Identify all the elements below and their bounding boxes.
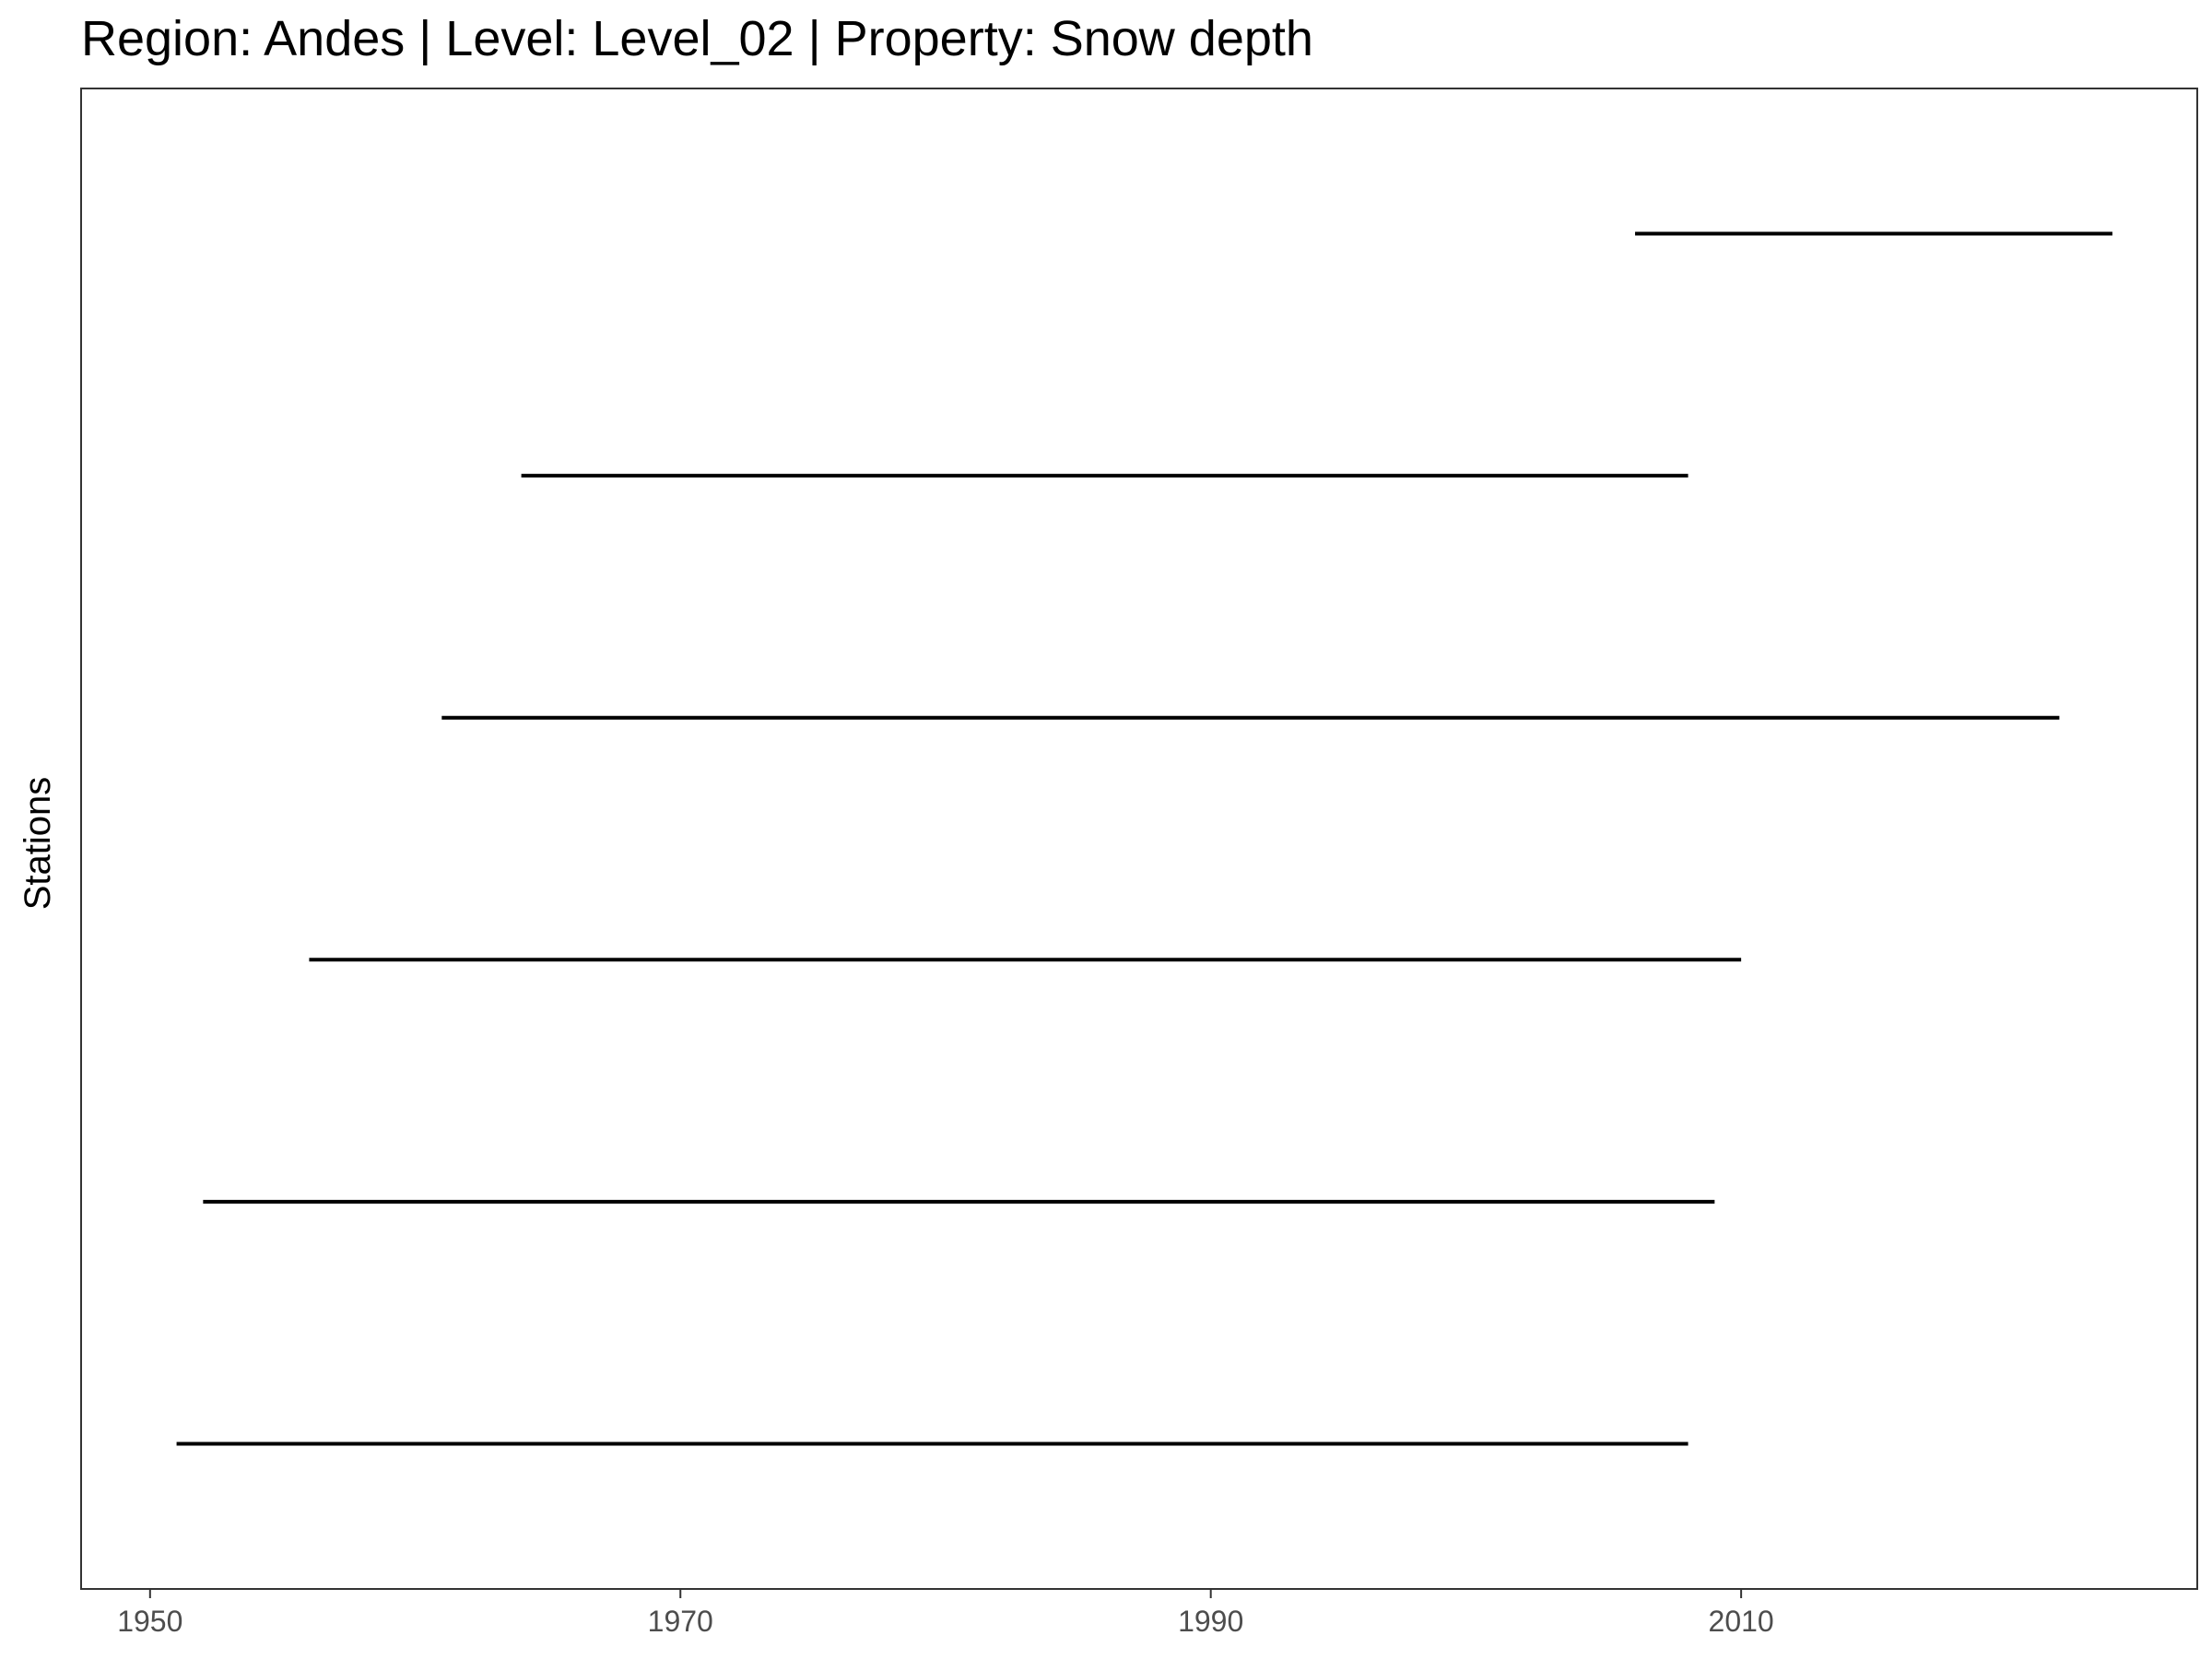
x-axis: 1950 1970 1990 2010 [117, 1589, 1774, 1638]
chart-title: Region: Andes | Level: Level_02 | Proper… [81, 11, 1313, 66]
x-tick-label: 1990 [1178, 1605, 1243, 1638]
x-tick-label: 2010 [1709, 1605, 1774, 1638]
x-tick-label: 1950 [117, 1605, 182, 1638]
y-axis-label: Stations [18, 777, 58, 911]
panel-border [80, 88, 2198, 1590]
x-tick-label: 1970 [648, 1605, 713, 1638]
station-segments [176, 231, 2112, 1446]
